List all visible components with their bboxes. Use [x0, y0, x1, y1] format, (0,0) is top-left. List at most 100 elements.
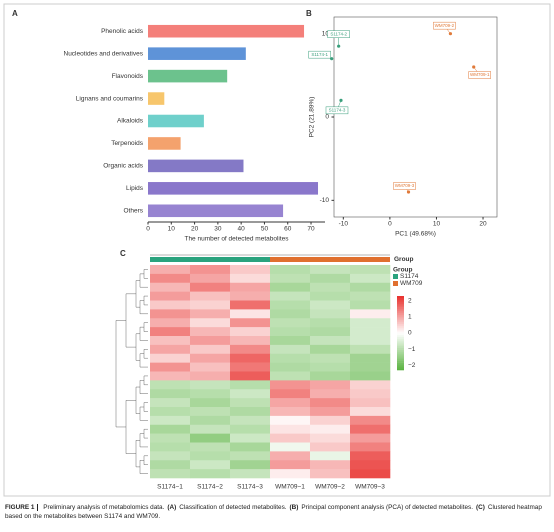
dendrogram	[143, 295, 148, 306]
colorbar-step	[397, 308, 404, 312]
heatmap-cell	[310, 344, 351, 355]
heatmap-cell	[230, 433, 271, 443]
heatmap-cell	[350, 265, 391, 275]
group-bar	[270, 257, 310, 262]
x-tick-label: 20	[191, 226, 199, 233]
panel-letter: A	[12, 9, 18, 18]
colorbar-tick-label: −1	[408, 346, 416, 353]
heatmap-cell	[310, 407, 351, 417]
category-label: Lipids	[126, 185, 144, 192]
heatmap-cell	[310, 371, 351, 381]
heatmap-cell	[190, 336, 231, 346]
heatmap-cell	[230, 336, 271, 346]
heatmap-cell	[190, 318, 231, 328]
figure-border	[3, 3, 551, 497]
y-tick-label: 0	[325, 114, 329, 121]
heatmap-cell	[150, 344, 191, 355]
heatmap-cell	[350, 309, 391, 319]
bar	[148, 137, 181, 150]
heatmap-cell	[190, 309, 231, 319]
dendrogram	[143, 375, 148, 386]
x-tick-label: -10	[339, 221, 349, 228]
point	[406, 190, 411, 194]
bar	[148, 114, 204, 128]
heatmap-cell	[350, 424, 391, 434]
heatmap-cell	[150, 309, 191, 319]
heatmap-cell	[270, 442, 311, 452]
colorbar-step	[397, 325, 404, 328]
point-label: S1174-2	[330, 31, 347, 36]
colorbar-step	[397, 357, 404, 360]
heatmap-cell	[190, 273, 231, 284]
colorbar-tick-label: −2	[408, 362, 416, 369]
caption: FIGURE 1 Preliminary analysis of metabol…	[5, 503, 545, 521]
heatmap-cell	[150, 353, 191, 363]
heatmap-cell	[270, 389, 311, 399]
column-label: WM709−3	[355, 484, 385, 491]
heatmap-cell	[310, 380, 351, 390]
heatmap-cell	[150, 451, 191, 461]
heatmap-cell	[230, 282, 271, 292]
x-axis-label: The number of detected metabolites	[184, 236, 289, 243]
colorbar-step	[397, 310, 404, 313]
colorbar-step	[397, 336, 404, 339]
heatmap-cell	[190, 282, 231, 292]
bar	[148, 69, 228, 83]
x-tick-label: 0	[388, 221, 392, 228]
heatmap-cell	[350, 362, 391, 372]
caption-text: (A)	[167, 504, 177, 511]
heatmap-cell	[150, 300, 191, 310]
heatmap-cell	[350, 318, 391, 328]
heatmap-cell	[150, 433, 191, 443]
point	[472, 65, 476, 69]
dendrogram	[125, 400, 136, 454]
colorbar-step	[397, 297, 404, 300]
x-tick-label: 0	[146, 226, 150, 233]
dendrogram	[143, 349, 148, 359]
heatmap-cell	[190, 389, 231, 399]
heatmap-cell	[350, 433, 391, 443]
heatmap-cell	[230, 424, 271, 434]
column-label: WM709−2	[315, 484, 345, 491]
dendrogram	[135, 280, 140, 308]
heatmap-cell	[150, 460, 191, 470]
colorbar-step	[397, 323, 404, 326]
category-label: Phenolic acids	[101, 28, 144, 35]
column-label: WM709−1	[275, 484, 305, 491]
heatmap-cell	[350, 344, 391, 355]
colorbar-step	[397, 368, 404, 371]
colorbar-tick-label: 0	[408, 330, 412, 337]
heatmap-cell	[150, 291, 191, 301]
heatmap-cell	[190, 362, 231, 372]
heatmap-cell	[310, 451, 351, 461]
dendrogram	[143, 428, 148, 439]
heatmap-cell	[150, 415, 191, 426]
heatmap-cell	[150, 407, 191, 417]
point-label-box	[327, 30, 350, 38]
heatmap-cell	[230, 398, 271, 408]
category-label: Flavonoids	[112, 73, 144, 80]
x-tick-label: 70	[307, 226, 315, 233]
colorbar-step	[397, 344, 404, 347]
heatmap-cell	[230, 291, 271, 301]
heatmap-cell	[190, 451, 231, 461]
heatmap-cell	[190, 291, 231, 301]
dendrogram	[143, 269, 148, 279]
colorbar-step	[397, 320, 404, 323]
category-label: Alkaloids	[117, 118, 144, 125]
colorbar-step	[397, 360, 404, 363]
heatmap-cell	[190, 353, 231, 363]
y-axis-label: PC2 (21.89%)	[309, 97, 316, 138]
bar	[148, 159, 244, 173]
heatmap-cell	[310, 300, 351, 310]
heatmap-cell	[150, 318, 191, 328]
point-label-box	[325, 106, 349, 115]
dendrogram	[115, 320, 126, 428]
heatmap-cell	[190, 300, 231, 310]
heatmap-cell	[350, 353, 391, 363]
heatmap-cell	[350, 380, 391, 390]
heatmap-cell	[350, 469, 391, 479]
heatmap-cell	[270, 265, 311, 275]
heatmap-cell	[230, 442, 271, 452]
